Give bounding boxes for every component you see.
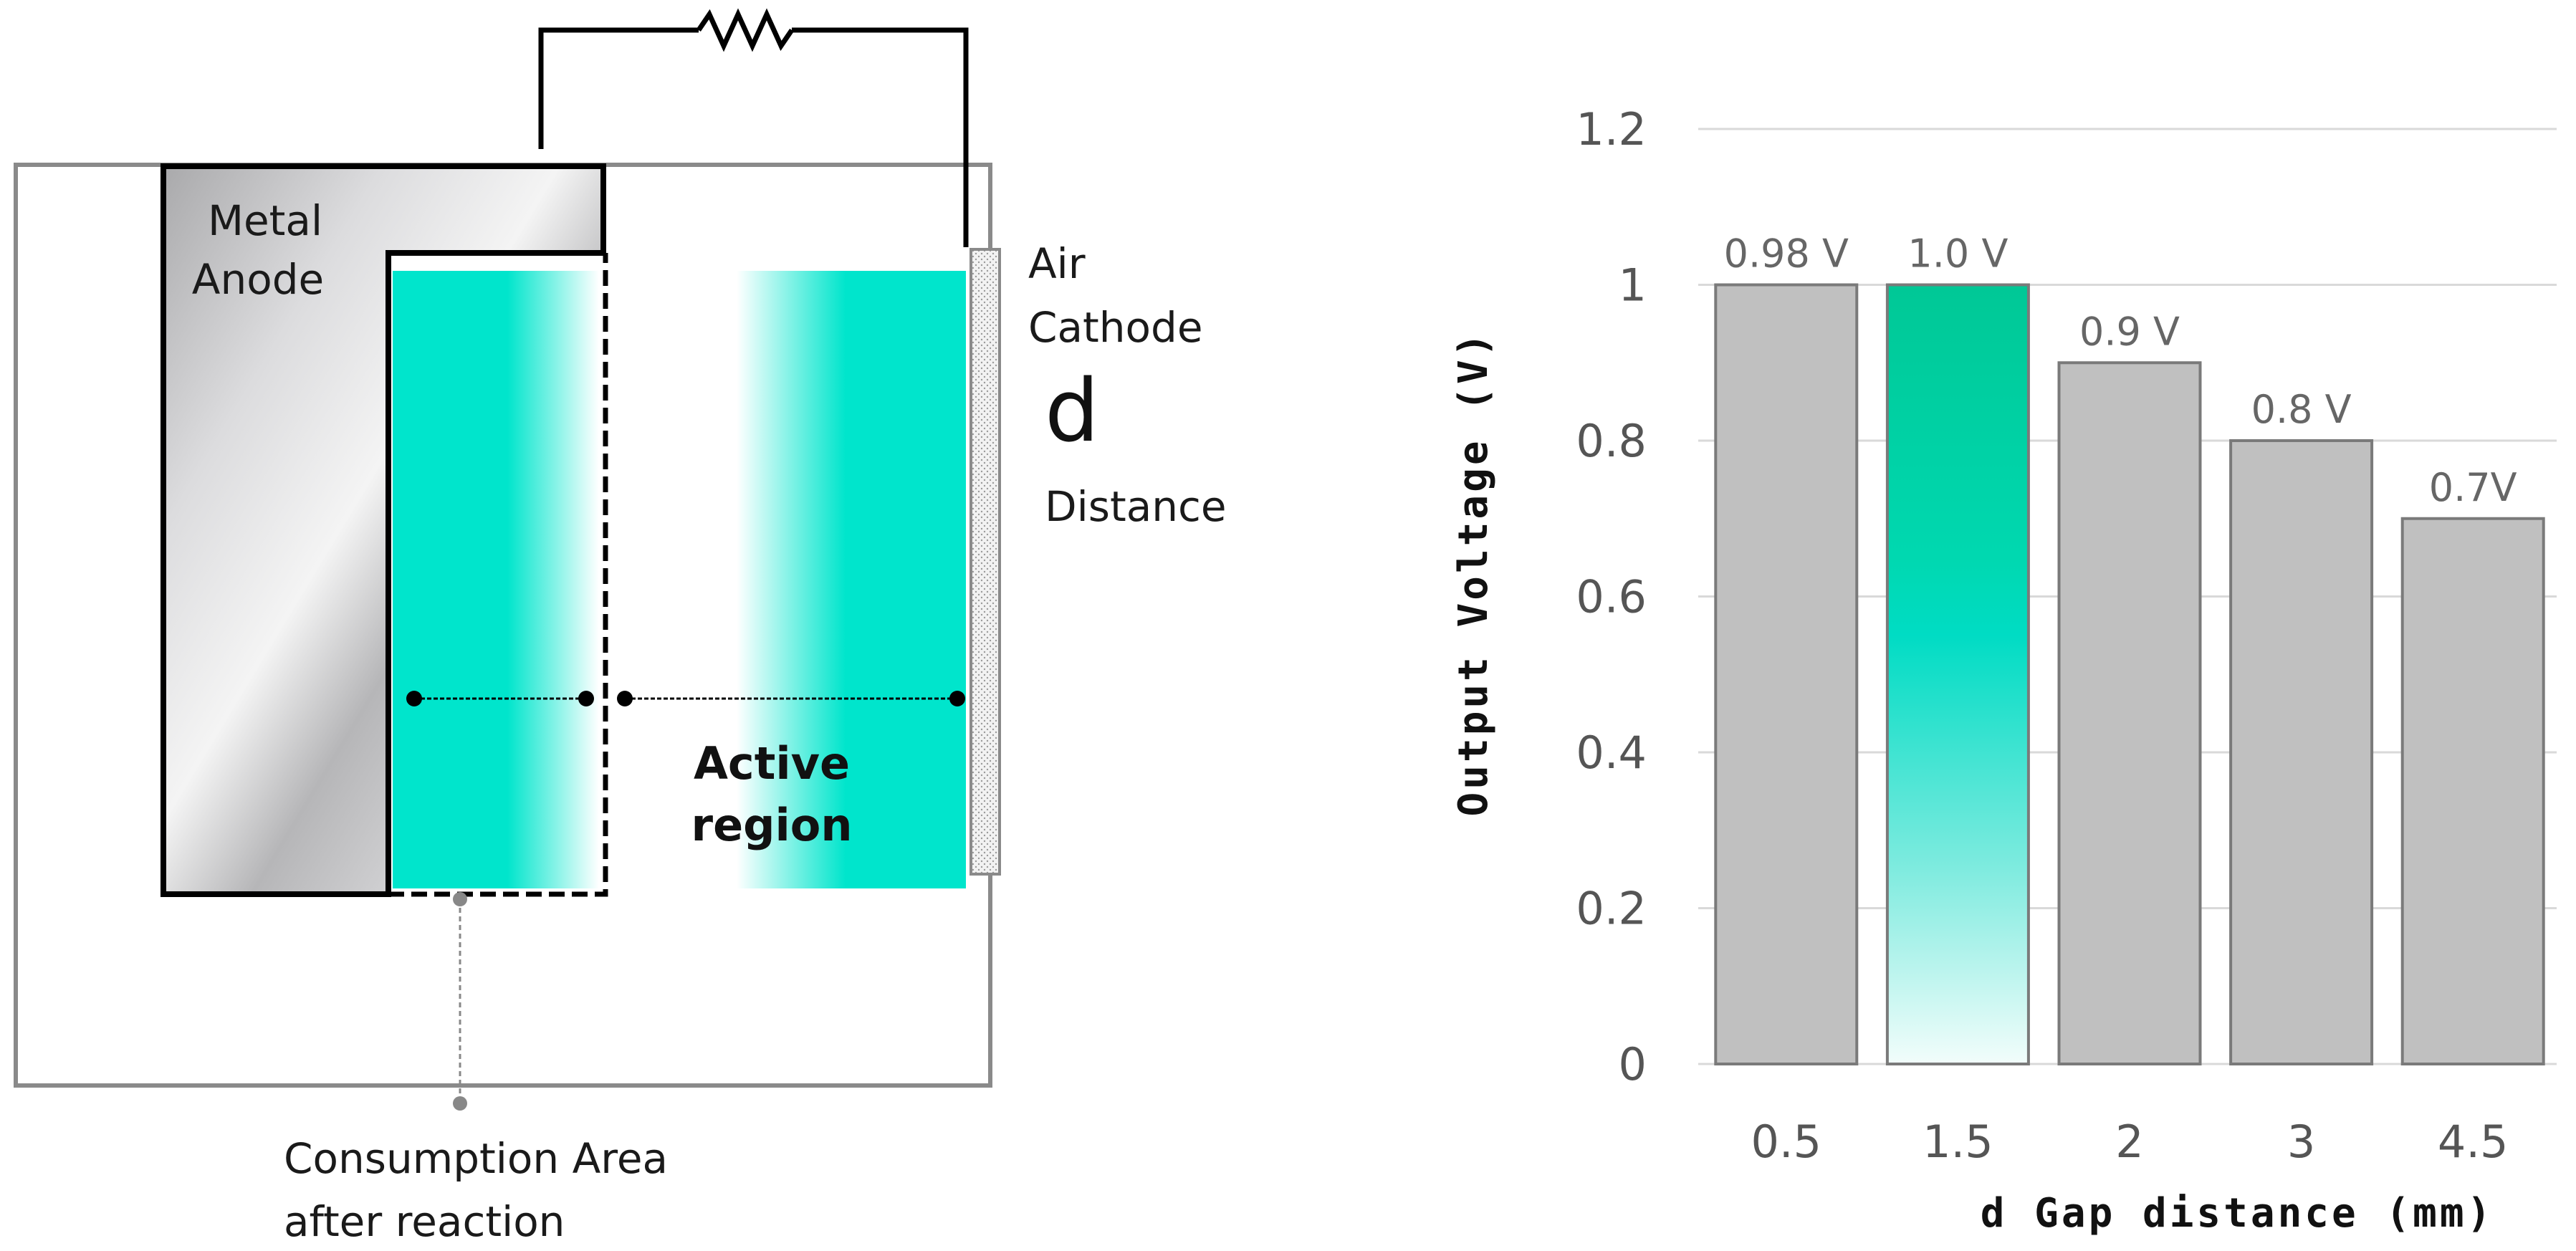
active-region-line2: region (691, 799, 853, 851)
anode-label-line2: Anode (192, 255, 324, 304)
voltage-bar-chart: 00.20.40.60.811.2 0.98 V 1.0 V0.9 V0.8 V0… (1450, 103, 2557, 1237)
y-axis-title: Output Voltage (V) (1450, 330, 1497, 817)
data-label: 0.7V (2429, 465, 2517, 510)
y-tick-label: 0 (1619, 1038, 1647, 1091)
x-axis-ticks: 0.5 1.5 2 3 4.5 (1751, 1116, 2508, 1168)
bar-highlighted (1885, 283, 2030, 1065)
anode-label-line1: Metal (208, 196, 322, 245)
external-circuit (538, 8, 969, 247)
cathode-label-line1: Air (1028, 239, 1086, 288)
data-label: 0.8 V (2251, 387, 2352, 432)
x-tick-label: 3 (2287, 1116, 2315, 1168)
y-tick-label: 1 (1619, 259, 1647, 312)
active-region-line1: Active (694, 737, 850, 790)
data-label: 1.0 V (1907, 231, 2008, 277)
air-cathode (969, 248, 1001, 876)
data-label: 0.9 V (2079, 309, 2180, 354)
bar (2057, 361, 2202, 1065)
consumption-label-line2: after reaction (284, 1197, 565, 1246)
x-axis-title: d Gap distance (mm) (1981, 1190, 2494, 1237)
bars (1714, 283, 2545, 1065)
cell-diagram: Metal Anode Air Cathode d Distance Activ… (14, 8, 1227, 1246)
distance-label: Distance (1045, 482, 1227, 531)
metal-anode (161, 163, 606, 897)
y-tick-label: 1.2 (1576, 103, 1647, 155)
y-tick-label: 0.6 (1576, 571, 1647, 623)
x-tick-label: 0.5 (1751, 1116, 1821, 1168)
y-axis-ticks: 0 0.2 0.4 0.6 0.8 1 1.2 (1576, 103, 1647, 1091)
x-tick-label: 4.5 (2438, 1116, 2509, 1168)
distance-markers (406, 691, 965, 706)
y-tick-label: 0.2 (1576, 883, 1647, 935)
electrolyte-region (393, 271, 966, 888)
bar (2400, 517, 2545, 1065)
cathode-label-line2: Cathode (1028, 303, 1203, 352)
data-labels: 0.98 V 1.0 V 0.9 V 0.8 V 0.7V (1724, 231, 2517, 510)
bar (2229, 439, 2374, 1065)
bar (1714, 283, 1859, 1065)
distance-symbol: d (1045, 362, 1099, 461)
resistor-icon (696, 8, 794, 52)
x-tick-label: 1.5 (1923, 1116, 1993, 1168)
y-tick-label: 0.8 (1576, 415, 1647, 467)
consumption-label-line1: Consumption Area (284, 1134, 668, 1183)
x-tick-label: 2 (2115, 1116, 2143, 1168)
y-tick-label: 0.4 (1576, 727, 1647, 779)
consumption-pointer (453, 892, 467, 1111)
data-label: 0.98 V (1724, 231, 1849, 277)
